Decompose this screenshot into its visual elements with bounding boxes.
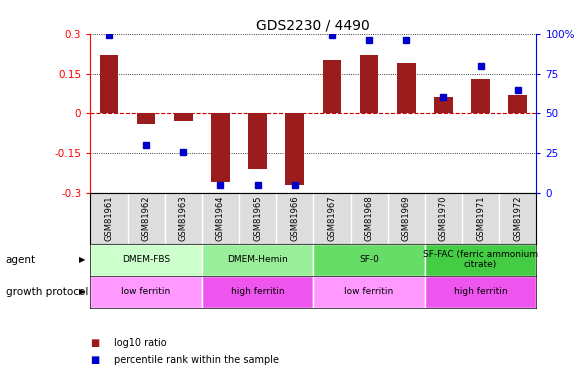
Text: GSM81970: GSM81970 — [439, 196, 448, 241]
Title: GDS2230 / 4490: GDS2230 / 4490 — [257, 19, 370, 33]
Text: low ferritin: low ferritin — [121, 287, 171, 296]
Text: high ferritin: high ferritin — [231, 287, 285, 296]
Text: GSM81968: GSM81968 — [364, 196, 374, 241]
Text: log10 ratio: log10 ratio — [114, 338, 166, 348]
Text: DMEM-FBS: DMEM-FBS — [122, 255, 170, 264]
Text: DMEM-Hemin: DMEM-Hemin — [227, 255, 288, 264]
Bar — [90, 244, 202, 276]
Bar — [313, 276, 425, 308]
Text: percentile rank within the sample: percentile rank within the sample — [114, 355, 279, 365]
Bar — [248, 113, 267, 169]
Text: growth protocol: growth protocol — [6, 286, 88, 297]
Text: GSM81972: GSM81972 — [513, 196, 522, 241]
Bar — [508, 95, 527, 113]
Text: GSM81965: GSM81965 — [253, 196, 262, 241]
Bar — [471, 79, 490, 113]
Text: GSM81967: GSM81967 — [328, 196, 336, 241]
Text: ■: ■ — [90, 355, 100, 365]
Bar — [100, 55, 118, 113]
Bar — [174, 113, 192, 122]
Bar — [397, 63, 416, 113]
Text: low ferritin: low ferritin — [345, 287, 394, 296]
Bar — [322, 60, 341, 113]
Text: high ferritin: high ferritin — [454, 287, 507, 296]
Text: ■: ■ — [90, 338, 100, 348]
Text: GSM81966: GSM81966 — [290, 196, 299, 241]
Text: GSM81963: GSM81963 — [179, 196, 188, 241]
Text: ▶: ▶ — [79, 287, 85, 296]
Text: GSM81964: GSM81964 — [216, 196, 225, 241]
Text: ▶: ▶ — [79, 255, 85, 264]
Bar — [211, 113, 230, 183]
Text: SF-FAC (ferric ammonium
citrate): SF-FAC (ferric ammonium citrate) — [423, 251, 538, 269]
Text: SF-0: SF-0 — [359, 255, 379, 264]
Text: GSM81969: GSM81969 — [402, 196, 411, 241]
Bar — [313, 244, 425, 276]
Bar — [202, 276, 313, 308]
Text: GSM81962: GSM81962 — [142, 196, 150, 241]
Bar — [90, 276, 202, 308]
Text: agent: agent — [6, 255, 36, 265]
Bar — [425, 276, 536, 308]
Bar — [202, 244, 313, 276]
Bar — [425, 244, 536, 276]
Text: GSM81971: GSM81971 — [476, 196, 485, 241]
Bar — [137, 113, 156, 124]
Bar — [286, 113, 304, 185]
Bar — [434, 98, 453, 113]
Text: GSM81961: GSM81961 — [104, 196, 114, 241]
Bar — [360, 55, 378, 113]
